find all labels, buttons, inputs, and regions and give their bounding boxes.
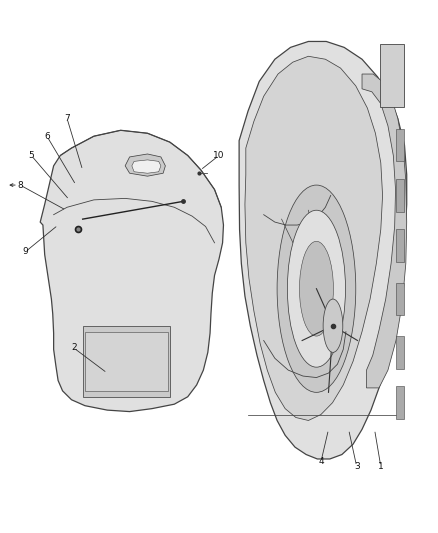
Polygon shape [83, 326, 170, 397]
Polygon shape [239, 42, 407, 459]
Polygon shape [362, 74, 407, 388]
Ellipse shape [323, 299, 343, 352]
FancyBboxPatch shape [380, 44, 404, 107]
Text: 3: 3 [354, 462, 360, 471]
Text: 7: 7 [64, 114, 70, 123]
Text: 9: 9 [23, 247, 28, 256]
Text: 6: 6 [44, 132, 50, 141]
FancyBboxPatch shape [396, 386, 404, 419]
FancyBboxPatch shape [396, 129, 404, 161]
Text: 10: 10 [213, 151, 225, 160]
Ellipse shape [277, 185, 356, 392]
Polygon shape [125, 154, 166, 176]
Polygon shape [132, 160, 161, 173]
FancyBboxPatch shape [396, 179, 404, 212]
FancyBboxPatch shape [396, 230, 404, 262]
FancyBboxPatch shape [396, 283, 404, 316]
Ellipse shape [300, 241, 333, 336]
Text: 2: 2 [71, 343, 77, 352]
FancyBboxPatch shape [396, 336, 404, 369]
Text: 8: 8 [17, 181, 23, 190]
Text: 4: 4 [318, 457, 324, 466]
Polygon shape [85, 332, 168, 391]
Polygon shape [40, 130, 223, 411]
Ellipse shape [287, 210, 346, 367]
Text: 1: 1 [378, 462, 384, 471]
Text: 5: 5 [28, 151, 34, 160]
Polygon shape [245, 56, 382, 421]
